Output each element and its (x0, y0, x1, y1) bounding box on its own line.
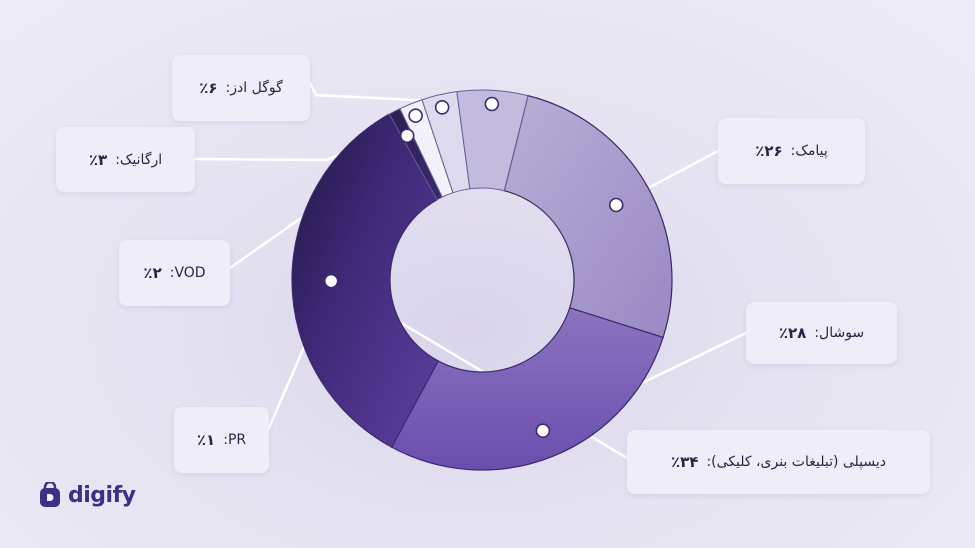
slice-label-name: ارگانیک: (115, 151, 163, 168)
slice-label-name: سوشال: (814, 325, 865, 341)
slice-label-5: VOD: ٪۲ (119, 240, 230, 306)
slice-marker-1 (608, 197, 624, 213)
slice-label-name: PR: (223, 432, 247, 448)
slice-7 (456, 89, 529, 192)
slice-label-name: VOD: (169, 265, 206, 281)
slice-label-value: ٪۲ (143, 264, 162, 282)
slice-label-6: ارگانیک: ٪۳ (56, 127, 195, 192)
slice-label-7: گوگل ادز: ٪۶ (172, 55, 310, 121)
slice-label-value: ٪۳ (88, 150, 108, 169)
slice-marker-7 (484, 96, 500, 112)
slice-label-name: گوگل ادز: (225, 80, 283, 96)
slice-label-3: دیسپلی (تبلیغات بنری، کلیکی): ٪۳۴ (627, 430, 930, 494)
slice-2 (390, 307, 664, 471)
bag-logo-icon (38, 480, 62, 508)
slice-label-2: سوشال: ٪۲۸ (746, 302, 897, 364)
slice-label-value: ٪۶ (199, 79, 218, 97)
slice-marker-6 (434, 99, 450, 115)
slice-1 (503, 94, 673, 339)
slice-marker-3 (323, 273, 339, 289)
slice-3 (291, 113, 440, 448)
slice-label-4: PR: ٪۱ (174, 407, 269, 473)
slice-label-value: ٪۳۴ (670, 453, 699, 471)
slice-marker-5 (408, 108, 423, 123)
slice-label-value: ٪۲۶ (755, 142, 783, 160)
slice-marker-2 (535, 423, 551, 439)
slice-marker-4 (399, 128, 415, 143)
slice-label-value: ٪۱ (196, 431, 216, 449)
brand-logo: digify (38, 480, 136, 508)
slice-label-name: دیسپلی (تبلیغات بنری، کلیکی): (706, 454, 887, 470)
brand-name: digify (68, 482, 136, 508)
slice-label-value: ٪۲۸ (778, 324, 807, 342)
slice-label-1: پیامک: ٪۲۶ (718, 118, 865, 184)
slice-label-name: پیامک: (790, 143, 828, 159)
